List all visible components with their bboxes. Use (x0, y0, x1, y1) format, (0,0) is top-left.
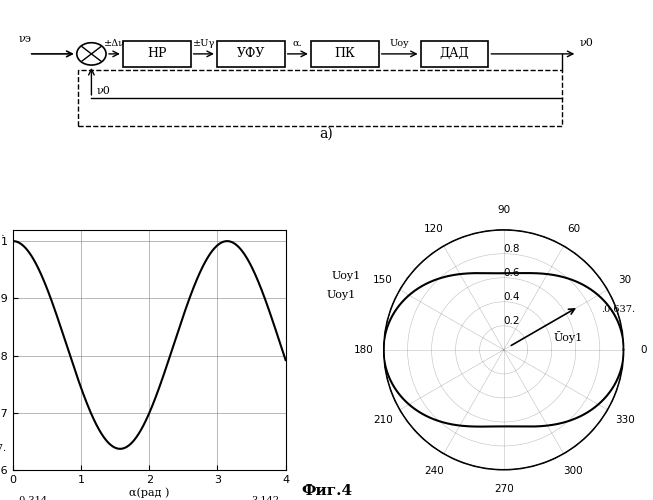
Text: Uoy1: Uoy1 (326, 290, 356, 300)
Text: НР: НР (147, 48, 167, 60)
Text: α.: α. (293, 39, 302, 48)
Text: ±Δν: ±Δν (104, 39, 125, 48)
Text: ПК: ПК (334, 48, 355, 60)
Text: νэ: νэ (18, 34, 31, 44)
X-axis label: α(рад ): α(рад ) (129, 488, 170, 498)
FancyBboxPatch shape (421, 41, 488, 67)
Text: а): а) (319, 126, 334, 140)
Text: 3.142.: 3.142. (251, 496, 283, 500)
Text: Фиг.4: Фиг.4 (301, 484, 352, 498)
FancyBboxPatch shape (311, 41, 379, 67)
FancyBboxPatch shape (217, 41, 285, 67)
Text: .0.314.: .0.314. (16, 496, 50, 500)
Text: ν0: ν0 (97, 86, 110, 96)
Text: Uoy1: Uoy1 (331, 271, 360, 281)
Text: .0.637.: .0.637. (601, 306, 635, 314)
Text: ν0: ν0 (580, 38, 594, 48)
Text: ДАД: ДАД (439, 48, 470, 60)
Text: .0.637.: .0.637. (0, 444, 7, 454)
Text: Ūoy1: Ūoy1 (553, 331, 582, 343)
Text: .1.: .1. (0, 230, 5, 238)
Text: ±Uγ: ±Uγ (193, 39, 215, 48)
Text: УФУ: УФУ (236, 48, 265, 60)
Text: Uoy: Uoy (390, 39, 409, 48)
FancyBboxPatch shape (123, 41, 191, 67)
